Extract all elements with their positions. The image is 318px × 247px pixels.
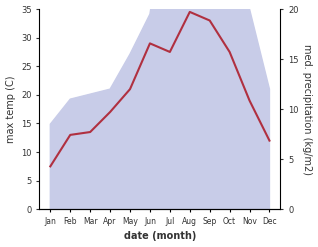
Y-axis label: max temp (C): max temp (C) bbox=[5, 75, 16, 143]
X-axis label: date (month): date (month) bbox=[124, 231, 196, 242]
Y-axis label: med. precipitation (kg/m2): med. precipitation (kg/m2) bbox=[302, 44, 313, 175]
